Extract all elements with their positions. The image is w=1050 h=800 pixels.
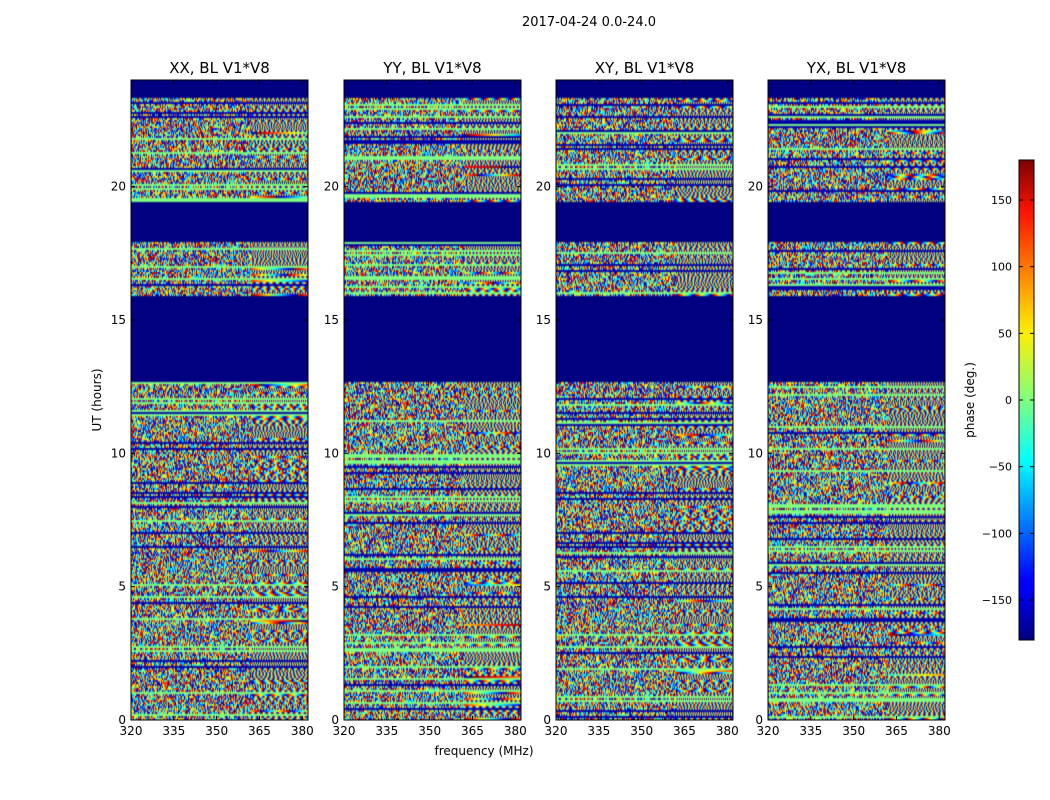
panel-frame — [343, 79, 522, 721]
x-tick-label: 380 — [291, 724, 314, 738]
x-tick-label: 380 — [504, 724, 527, 738]
colorbar-tick-label: 0 — [1005, 394, 1012, 407]
panel-frame — [555, 79, 734, 721]
heatmap-image — [556, 80, 733, 720]
y-tick-label: 5 — [543, 580, 551, 594]
figure-suptitle: 2017-04-24 0.0-24.0 — [522, 15, 656, 30]
heatmap-image — [344, 80, 521, 720]
x-tick-label: 320 — [333, 724, 356, 738]
panel-title: XX, BL V1*V8 — [169, 59, 270, 77]
x-tick-label: 365 — [461, 724, 484, 738]
panel-frame — [767, 79, 946, 721]
y-tick-label: 20 — [748, 180, 763, 194]
x-tick-label: 320 — [120, 724, 143, 738]
x-tick-label: 365 — [885, 724, 908, 738]
colorbar-tick-label: −100 — [982, 527, 1012, 540]
panel-1: XX, BL V1*V8 320 335 350 365 380 0 5 10 15 20 — [111, 59, 314, 738]
x-tick-label: 350 — [205, 724, 228, 738]
y-tick-label: 15 — [748, 313, 763, 327]
y-tick-label: 0 — [543, 713, 551, 727]
x-tick-label: 365 — [673, 724, 696, 738]
y-tick-label: 10 — [748, 446, 763, 460]
x-tick-label: 380 — [716, 724, 739, 738]
panel-title: YY, BL V1*V8 — [382, 59, 481, 77]
y-tick-label: 20 — [324, 180, 339, 194]
x-tick-label: 365 — [248, 724, 271, 738]
y-tick-label: 5 — [331, 580, 339, 594]
y-tick-label: 5 — [755, 580, 763, 594]
x-tick-label: 335 — [375, 724, 398, 738]
x-axis-label: frequency (MHz) — [434, 744, 533, 758]
y-tick-label: 20 — [111, 180, 126, 194]
y-tick-label: 15 — [536, 313, 551, 327]
x-tick-label: 350 — [842, 724, 865, 738]
colorbar-label: phase (deg.) — [963, 362, 977, 438]
panel-2: YY, BL V1*V8 320 335 350 365 380 0 5 10 15 20 — [324, 59, 527, 738]
y-axis-label: UT (hours) — [90, 368, 104, 431]
panel-title: YX, BL V1*V8 — [806, 59, 907, 77]
y-tick-label: 10 — [324, 446, 339, 460]
y-tick-label: 0 — [331, 713, 339, 727]
x-tick-label: 350 — [418, 724, 441, 738]
colorbar: 150 100 50 0 −50 −100 −150 — [982, 159, 1035, 641]
panel-3: XY, BL V1*V8 320 335 350 365 380 0 5 10 15 20 — [536, 59, 739, 738]
y-tick-label: 15 — [324, 313, 339, 327]
colorbar-tick-label: −150 — [982, 594, 1012, 607]
x-tick-label: 320 — [545, 724, 568, 738]
y-tick-label: 0 — [755, 713, 763, 727]
panel-title: XY, BL V1*V8 — [595, 59, 695, 77]
y-tick-label: 15 — [111, 313, 126, 327]
heatmap-image — [768, 80, 945, 720]
x-tick-label: 350 — [630, 724, 653, 738]
x-tick-label: 335 — [587, 724, 610, 738]
y-tick-label: 0 — [118, 713, 126, 727]
colorbar-tick-label: 150 — [991, 194, 1012, 207]
y-tick-label: 10 — [536, 446, 551, 460]
x-tick-label: 320 — [757, 724, 780, 738]
panel-4: YX, BL V1*V8 320 335 350 365 380 0 5 10 15 20 — [748, 59, 951, 738]
x-tick-label: 335 — [799, 724, 822, 738]
colorbar-tick-label: −50 — [989, 461, 1012, 474]
colorbar-tick-label: 50 — [998, 327, 1012, 340]
y-tick-label: 10 — [111, 446, 126, 460]
y-tick-label: 5 — [118, 580, 126, 594]
y-tick-label: 20 — [536, 180, 551, 194]
heatmap-image — [131, 80, 308, 720]
x-tick-label: 335 — [162, 724, 185, 738]
colorbar-tick-label: 100 — [991, 261, 1012, 274]
x-tick-label: 380 — [928, 724, 951, 738]
panel-frame — [130, 79, 309, 721]
